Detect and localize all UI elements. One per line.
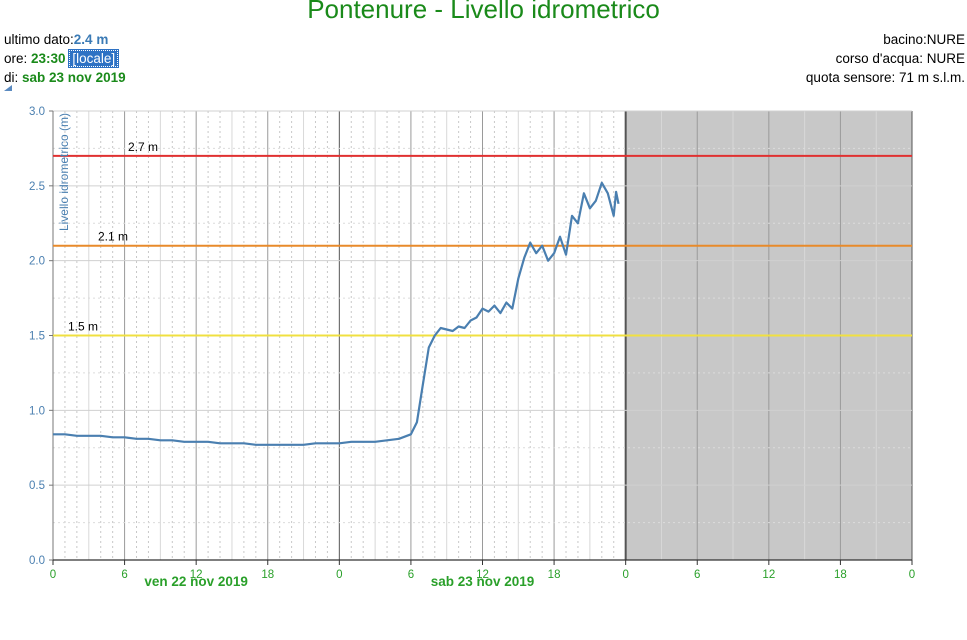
x-tick-label: 0 (50, 569, 56, 581)
y-tick-label: 1.0 (29, 405, 45, 417)
threshold-label: 2.7 m (128, 140, 158, 154)
x-tick-label: 12 (762, 569, 775, 581)
y-axis-title: Livello idrometrico (m) (57, 113, 71, 231)
threshold-layer: 2.7 m 2.1 m 1.5 m (53, 140, 912, 337)
last-value-label: ultimo dato: (4, 32, 74, 47)
x-tick-label: 0 (336, 569, 342, 581)
date-value: sab 23 nov 2019 (22, 70, 126, 85)
y-tick-label: 1.5 (29, 331, 45, 343)
water-level-series (53, 181, 620, 446)
x-tick-label: 0 (909, 569, 915, 581)
time-label: ore: (4, 51, 28, 66)
label-layer: Livello idrometrico (m) (57, 113, 71, 231)
series-layer (53, 181, 620, 446)
y-tick-label: 3.0 (29, 106, 45, 118)
sensor-elevation-info: quota sensore: 71 m s.l.m. (805, 70, 965, 85)
time-value: 23:30 (31, 51, 66, 66)
date-row: di: sab 23 nov 2019 (4, 68, 126, 87)
x-tick-label: 12 (190, 569, 203, 581)
last-value: 2.4 m (73, 32, 109, 47)
timezone-badge[interactable]: [locale] (68, 49, 120, 68)
x-tick-label: 18 (261, 569, 274, 581)
y-tick-label: 0.0 (29, 555, 45, 567)
y-tick-label: 0.5 (29, 480, 45, 492)
last-value-row: ultimo dato:2.4 m (4, 30, 126, 49)
threshold-label: 1.5 m (68, 320, 98, 334)
day-label: sab 23 nov 2019 (431, 574, 535, 589)
x-tick-label: 18 (834, 569, 847, 581)
info-panel-left: ultimo dato:2.4 m ore: 23:30 [locale] di… (4, 30, 126, 87)
river-info: corso d'acqua: NURE (835, 51, 965, 66)
x-tick-label: 12 (476, 569, 489, 581)
expand-icon[interactable] (4, 85, 12, 91)
chart-title: Pontenure - Livello idrometrico (307, 0, 660, 24)
info-panel-right: bacino:NURE corso d'acqua: NURE quota se… (806, 30, 965, 87)
x-tick-label: 18 (548, 569, 561, 581)
time-row: ore: 23:30 [locale] (4, 49, 126, 68)
date-label: di: (4, 70, 19, 85)
x-tick-label: 0 (622, 569, 628, 581)
x-tick-label: 6 (121, 569, 127, 581)
y-tick-label: 2.5 (29, 181, 45, 193)
y-tick-label: 2.0 (29, 256, 45, 268)
basin-info: bacino:NURE (883, 32, 965, 47)
x-tick-label: 6 (694, 569, 700, 581)
threshold-label: 2.1 m (98, 230, 128, 244)
x-tick-label: 6 (408, 569, 414, 581)
day-label: ven 22 nov 2019 (144, 574, 248, 589)
